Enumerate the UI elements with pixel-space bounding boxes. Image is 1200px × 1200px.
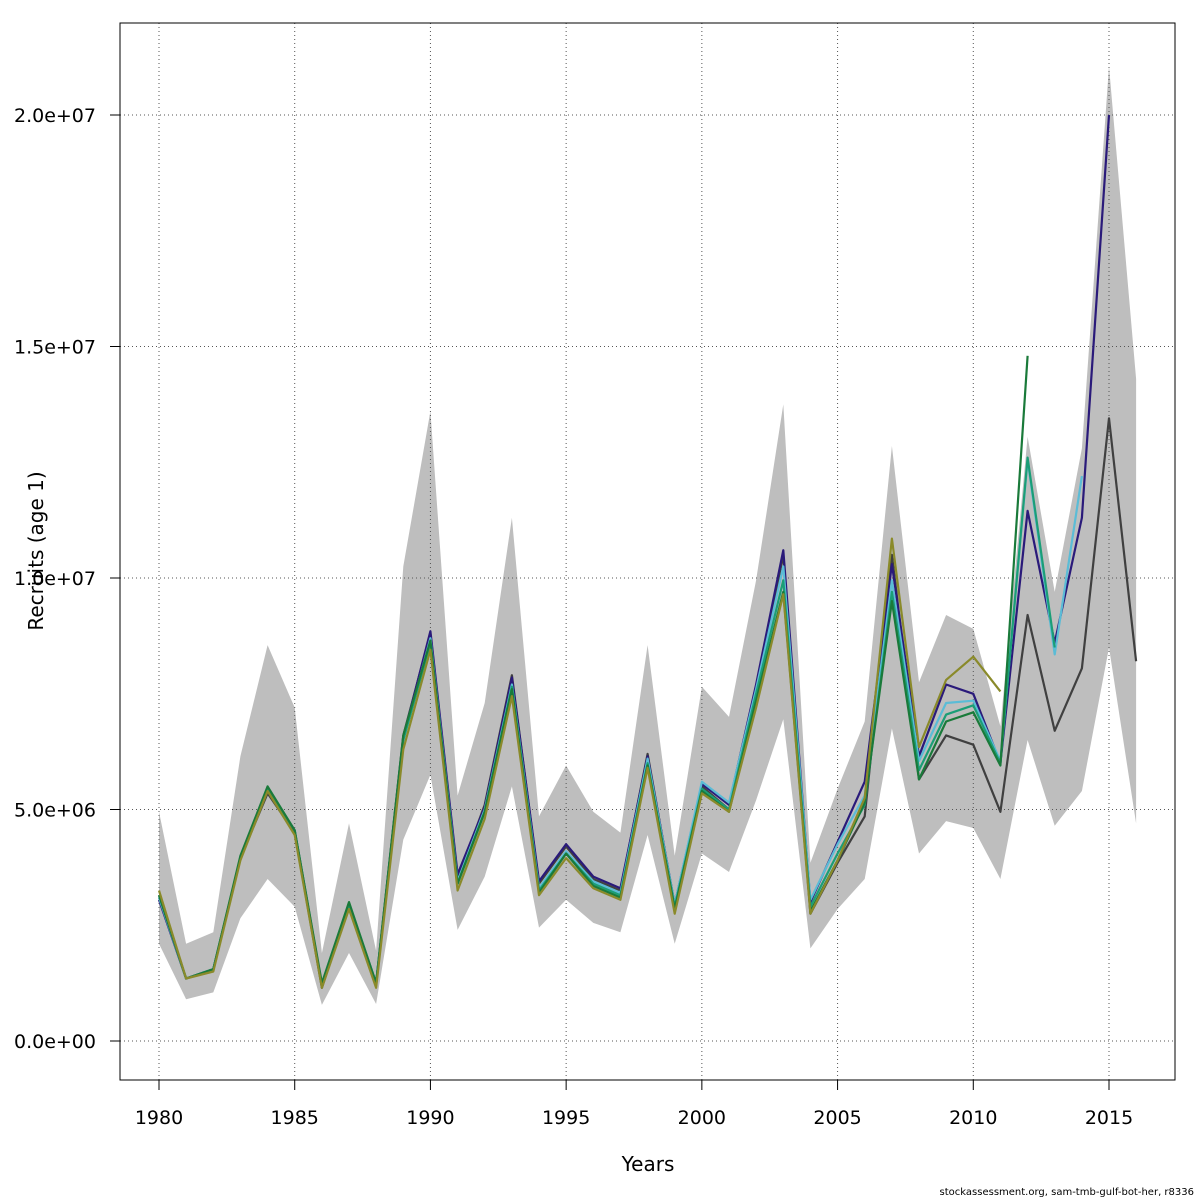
- x-tick-label: 2005: [813, 1107, 861, 1129]
- x-tick-label: 1990: [406, 1107, 454, 1129]
- x-axis-title: Years: [621, 1152, 675, 1176]
- series-layer: [157, 114, 1138, 989]
- grid-layer: [120, 23, 1175, 1080]
- footer-credit: stockassessment.org, sam-tmb-gulf-bot-he…: [939, 1187, 1194, 1198]
- x-tick-label: 1995: [542, 1107, 590, 1129]
- x-tick-label: 1980: [135, 1107, 183, 1129]
- y-tick-label: 1.5e+07: [14, 337, 96, 359]
- y-tick-label: 5.0e+06: [14, 800, 96, 822]
- axis-layer: 1980 1985 1990 1995 2000 2005 2010 2015 0.0e+00 5…: [14, 105, 1133, 1129]
- y-axis-title: Recruits (age 1): [24, 471, 48, 630]
- x-tick-label: 2015: [1085, 1107, 1133, 1129]
- series-line-5: [157, 537, 1002, 989]
- plot-frame: [119, 22, 1176, 1081]
- x-tick-label: 1985: [271, 1107, 319, 1129]
- x-tick-label: 2000: [678, 1107, 726, 1129]
- y-tick-label: 1.0e+07: [14, 568, 96, 590]
- confidence-band-layer: [159, 66, 1137, 1005]
- confidence-band: [159, 66, 1137, 1005]
- y-tick-label: 0.0e+00: [14, 1031, 96, 1053]
- y-tick-label: 2.0e+07: [14, 105, 96, 127]
- x-tick-label: 2010: [949, 1107, 997, 1129]
